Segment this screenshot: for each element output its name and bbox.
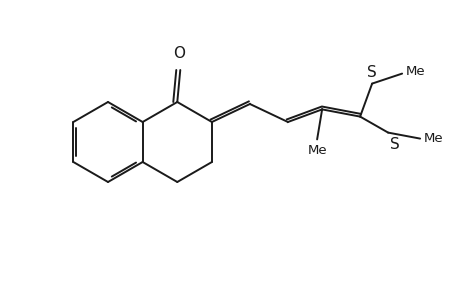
Text: O: O <box>173 46 185 61</box>
Text: Me: Me <box>307 144 326 158</box>
Text: Me: Me <box>423 132 443 145</box>
Text: S: S <box>366 64 376 80</box>
Text: S: S <box>389 136 399 152</box>
Text: Me: Me <box>405 65 425 78</box>
